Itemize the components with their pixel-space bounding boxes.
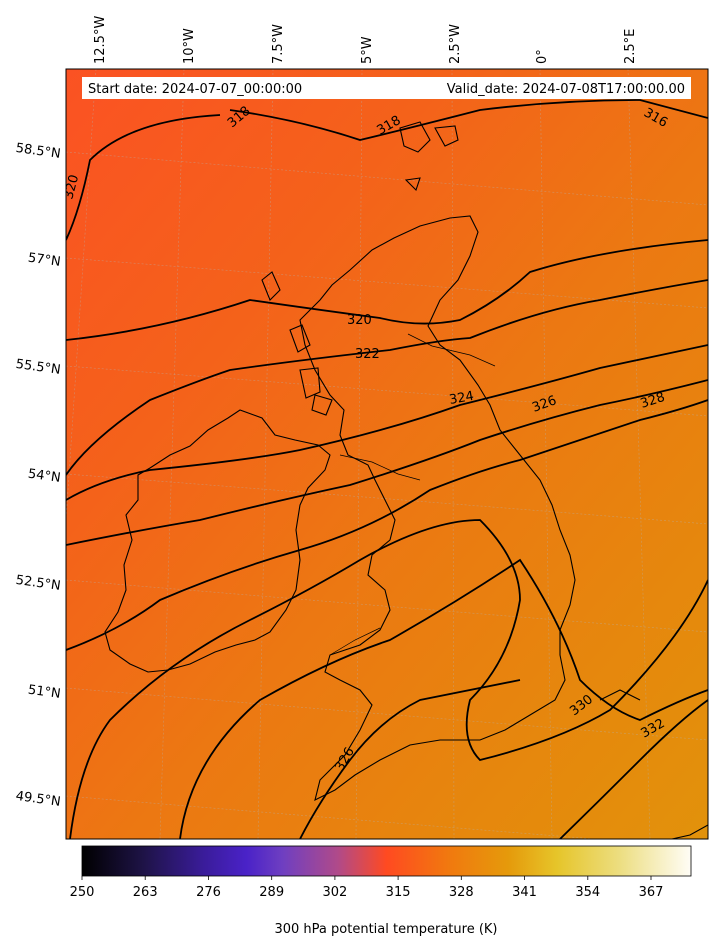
colorbar-gradient (81, 845, 692, 877)
lon-label: 10°W (182, 28, 197, 64)
colorbar-tick: 341 (512, 885, 537, 900)
colorbar-tick: 263 (133, 885, 158, 900)
potential-temperature-field (66, 69, 708, 839)
lat-label: 49.5°N (15, 789, 62, 810)
contour-326 (66, 379, 708, 546)
longitude-labels: 12.5°W 10°W 7.5°W 5°W 2.5°W 0° 2.5°E (93, 16, 638, 64)
contour-326-south (299, 679, 521, 839)
lon-label: 2.5°E (623, 29, 638, 64)
borders (329, 333, 496, 656)
contour-322 (66, 279, 708, 476)
contour-label: 320 (347, 313, 372, 328)
colorbar-tick: 354 (575, 885, 600, 900)
contour-label: 324 (448, 389, 475, 408)
graticule (66, 69, 708, 839)
contour-320 (66, 239, 708, 341)
contour-328 (66, 399, 708, 651)
colorbar-tick: 315 (386, 885, 411, 900)
lat-label: 54°N (27, 467, 62, 486)
lat-label: 51°N (27, 683, 62, 702)
contour-label: 322 (355, 347, 380, 362)
colorbar-tick: 367 (639, 885, 664, 900)
colorbar-tick: 276 (196, 885, 221, 900)
contour-332-se (559, 699, 708, 839)
info-box: Start date: 2024-07-07_00:00:00 Valid_da… (82, 77, 691, 99)
colorbar: 250 263 276 289 302 315 328 341 354 367 … (70, 845, 692, 937)
map-border (65, 68, 709, 840)
contour-320-north (66, 114, 221, 241)
lat-label: 58.5°N (15, 141, 62, 162)
lon-label: 0° (535, 49, 550, 64)
latitude-labels: 58.5°N 57°N 55.5°N 54°N 52.5°N 51°N 49.5… (15, 141, 62, 810)
lon-label: 12.5°W (93, 16, 108, 64)
contour-330 (69, 519, 708, 839)
valid-date-label: Valid_date: 2024-07-08T17:00:00.00 (447, 82, 685, 97)
lon-label: 2.5°W (448, 24, 463, 64)
colorbar-tick: 328 (449, 885, 474, 900)
lat-label: 52.5°N (15, 573, 62, 594)
lon-label: 7.5°W (271, 24, 286, 64)
contour-324 (66, 344, 708, 501)
colorbar-title: 300 hPa potential temperature (K) (274, 922, 497, 937)
contour-332 (179, 558, 708, 839)
start-date-label: Start date: 2024-07-07_00:00:00 (88, 82, 302, 97)
map-panel: 318 318 316 320 320 322 324 326 328 330 … (66, 69, 708, 839)
contour-label: 328 (639, 390, 667, 412)
lat-label: 57°N (27, 251, 62, 270)
colorbar-tick: 289 (259, 885, 284, 900)
lat-label: 55.5°N (15, 357, 62, 378)
contours (66, 99, 708, 839)
colorbar-tick: 250 (70, 885, 95, 900)
lon-label: 5°W (360, 36, 375, 64)
colorbar-tick: 302 (322, 885, 347, 900)
contour-318 (229, 99, 708, 141)
